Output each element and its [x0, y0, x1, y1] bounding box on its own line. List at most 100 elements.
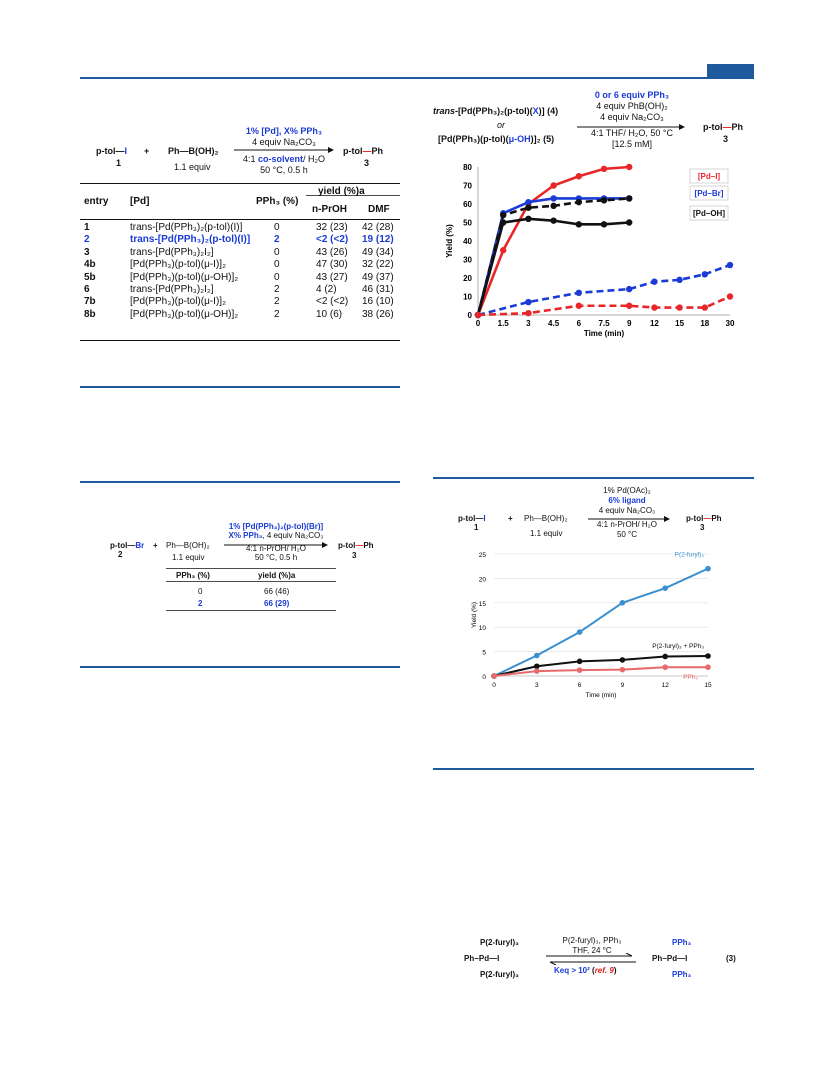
dmf-yield-cell: 46 (31) — [362, 284, 394, 295]
series-label: P(2-furyl)₃ — [675, 552, 705, 559]
y-tick-label: 70 — [463, 182, 472, 191]
entry-cell: 4b — [84, 259, 96, 271]
product-number: 3 — [352, 551, 357, 560]
data-point — [651, 278, 658, 285]
y-tick-label: 5 — [482, 650, 486, 657]
boronic-acid: Ph—B(OH)₂ — [168, 146, 219, 156]
data-point — [705, 565, 711, 572]
reagent-5: [Pd(PPh₃)(p-tol)(μ-OH)]₂ (5) — [438, 134, 555, 144]
header-tab — [707, 64, 754, 77]
dmf-yield-cell: 16 (10) — [362, 296, 394, 308]
x-tick-label: 18 — [700, 319, 709, 328]
conditions-top: 1% [Pd], X% PPh₃ 4 equiv Na₂CO₃ 4:1 co-s… — [242, 126, 326, 175]
data-point — [576, 629, 583, 635]
conditions-bottom-right: 1% Pd(OAc)₂ 6% ligand 4 equiv Na₂CO₃ 4:1… — [596, 486, 657, 539]
data-point — [525, 309, 532, 317]
plus-sign: + — [153, 541, 158, 550]
data-point — [662, 585, 668, 591]
reaction-arrow-bottom-right — [588, 516, 670, 522]
data-point — [600, 165, 608, 173]
x-tick-label: 15 — [675, 319, 684, 328]
data-point — [525, 215, 532, 222]
data-point — [474, 311, 482, 319]
equilibrium-conditions: P(2-furyl)₃, PPh₃ THF, 24 °C — [562, 936, 622, 955]
data-point — [525, 204, 532, 211]
x-tick-label: 3 — [535, 682, 539, 689]
data-point — [705, 664, 711, 671]
right-complex-top: PPh₃ — [672, 938, 692, 947]
reagent-4: trans-[Pd(PPh₃)₂(p-tol)(X)] (4) — [433, 106, 559, 116]
entry-cell: 1 — [84, 222, 90, 233]
data-point — [651, 304, 658, 311]
series-line — [476, 217, 630, 316]
data-point — [500, 247, 507, 254]
pd-cell: [Pd(PPh₃)(p-tol)(μ-I)]₂ — [130, 296, 226, 308]
data-point — [550, 195, 557, 202]
product-number: 3 — [700, 523, 705, 532]
data-point — [600, 197, 608, 204]
data-point — [701, 304, 708, 311]
series-line — [493, 654, 709, 677]
dmf-yield-cell: 38 (26) — [362, 308, 394, 320]
dmf-yield-cell: 19 (12) — [362, 234, 394, 246]
pph3-cell: 2 — [274, 234, 280, 246]
y-tick-label: 80 — [463, 163, 472, 172]
data-point — [575, 198, 582, 206]
right-complex-mid: Ph−Pd—I — [652, 954, 688, 963]
pph3-cell: 2 — [274, 308, 280, 320]
x-tick-label: 4.5 — [548, 319, 560, 328]
dmf-yield-cell: 49 (34) — [362, 246, 394, 258]
x-tick-label: 9 — [627, 319, 632, 328]
pd-cell: trans-[Pd(PPh₃)₂I₂] — [130, 284, 214, 295]
pph3-cell: 0 — [274, 271, 280, 283]
boronic-equiv: 1.1 equiv — [174, 162, 211, 172]
npropanol-yield-cell: 43 (27) — [316, 271, 348, 283]
data-point — [550, 217, 557, 224]
y-tick-label: 15 — [479, 601, 487, 608]
data-point — [575, 289, 582, 296]
x-tick-label: 3 — [526, 319, 531, 328]
npropanol-yield-cell: 47 (30) — [316, 259, 348, 271]
y-tick-label: 10 — [479, 625, 487, 632]
series-label: PPh₃ — [683, 674, 698, 681]
data-point — [676, 304, 683, 311]
data-point — [626, 219, 633, 226]
data-point — [662, 653, 668, 660]
boronic-acid: Ph—B(OH)₂ — [524, 514, 568, 523]
conditions-right: 0 or 6 equiv PPh₃ 4 equiv PhB(OH)₂ 4 equ… — [591, 90, 673, 149]
data-point — [662, 664, 668, 671]
pd-cell: [Pd(PPh₃)(p-tol)(μ-OH)]₂ — [130, 271, 239, 283]
x-tick-label: 12 — [662, 682, 670, 689]
reactant-ptol-iodide: p-tol—I — [96, 146, 128, 156]
table-rules — [80, 183, 400, 341]
dmf-yield-cell: 32 (22) — [362, 259, 394, 271]
data-point — [491, 673, 497, 679]
boronic-equiv: 1.1 equiv — [530, 529, 563, 538]
x-tick-label: 0 — [476, 319, 481, 328]
data-point — [705, 653, 711, 659]
series-line — [476, 165, 630, 316]
section-rule — [80, 666, 400, 668]
mid-table-rules — [166, 568, 336, 611]
y-axis-label: Yield (%) — [471, 602, 478, 628]
entry-cell: 2 — [84, 234, 90, 246]
mid-row-yield: 66 (29) — [264, 599, 290, 608]
product-top: p-tol—Ph — [343, 146, 384, 156]
legend-box — [689, 185, 729, 201]
product-mid: p-tol—Ph — [338, 541, 374, 550]
data-point — [626, 285, 633, 293]
plus-sign: + — [144, 146, 150, 156]
data-point — [576, 658, 583, 665]
x-tick-label: 6 — [577, 319, 582, 328]
entry-cell: 7b — [84, 296, 96, 308]
data-point — [525, 198, 532, 206]
keq-label: Keq > 10² (ref. 9) — [554, 966, 617, 975]
data-point — [575, 173, 582, 180]
x-tick-label: 0 — [492, 682, 496, 689]
series-line — [493, 567, 709, 677]
npropanol-yield-cell: <2 (<2) — [316, 234, 349, 246]
dmf-yield-cell: 49 (37) — [362, 271, 394, 283]
pd-cell: [Pd(PPh₃)(p-tol)(μ-I)]₂ — [130, 259, 226, 271]
reaction-arrow-right — [577, 124, 685, 130]
pd-cell: trans-[Pd(PPh₃)₂(p-tol)(I)] — [130, 234, 251, 246]
